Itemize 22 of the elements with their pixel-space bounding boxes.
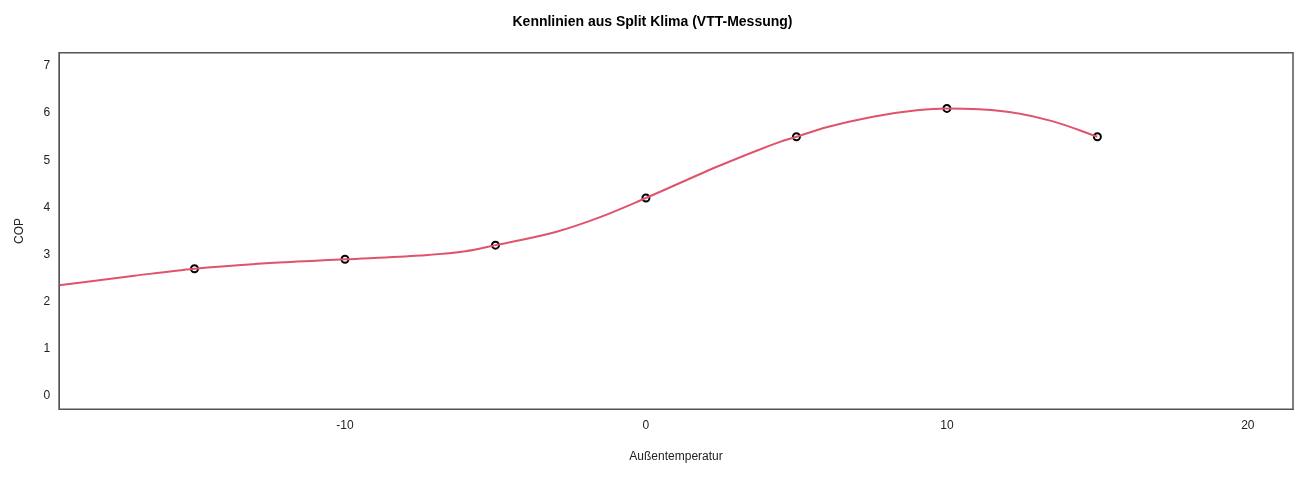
y-tick-label: 3 (43, 246, 51, 261)
chart-title: Kennlinien aus Split Klima (VTT-Messung) (512, 13, 793, 30)
point (791, 132, 801, 142)
y-tick-label: 7 (43, 58, 51, 73)
point (1092, 132, 1102, 142)
y-tick-label: 4 (43, 199, 51, 214)
y-tick-label: 0 (43, 388, 51, 403)
x-tick-label: 10 (940, 417, 954, 432)
x-tick-label: 20 (1241, 417, 1255, 432)
x-axis-title: Außentemperatur (629, 449, 723, 464)
y-tick-label: 1 (43, 341, 51, 356)
point (942, 103, 952, 113)
y-axis-title: COP (11, 217, 26, 245)
y-tick-label: 5 (43, 152, 51, 167)
point (641, 193, 651, 203)
y-tick-label: 6 (43, 105, 51, 120)
x-tick-label: -10 (336, 417, 354, 432)
point (340, 254, 350, 264)
point (490, 240, 500, 250)
point (190, 264, 200, 274)
y-tick-label: 2 (43, 294, 51, 309)
x-tick-label: 0 (642, 417, 650, 432)
